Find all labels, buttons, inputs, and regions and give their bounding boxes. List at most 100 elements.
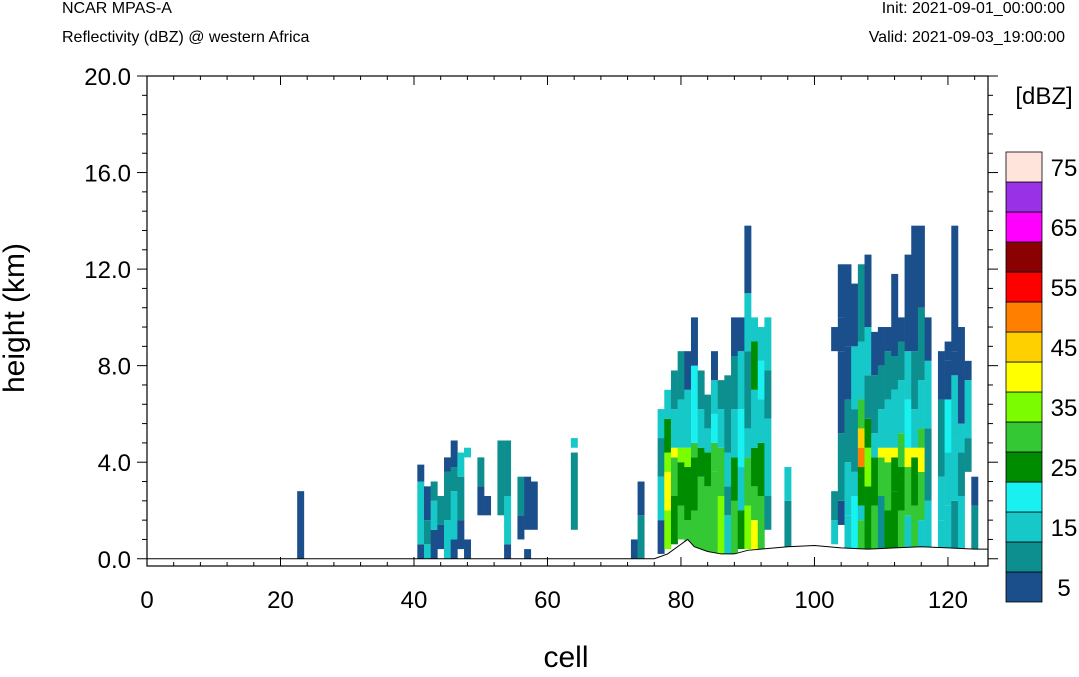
reflectivity-cell [484,496,492,516]
reflectivity-cell [757,360,765,400]
reflectivity-cell [657,520,665,554]
y-axis: 0.0 4.0 8.0 12.0 16.0 20.0 [84,64,998,574]
reflectivity-cell [751,317,759,342]
x-tick-label: 40 [401,587,428,614]
reflectivity-cell [704,394,712,429]
reflectivity-cell [857,399,865,429]
reflectivity-cell [677,447,685,463]
reflectivity-cell [684,389,692,448]
reflectivity-cell [704,452,712,487]
reflectivity-cell [964,438,972,472]
reflectivity-cell [844,462,852,516]
colorbar-label: 65 [1051,215,1078,242]
reflectivity-cell [497,440,505,516]
reflectivity-cell [864,447,872,487]
reflectivity-cell [524,476,532,530]
valid-time: Valid: 2021-09-03_19:00:00 [868,29,1065,46]
colorbar-swatch [1005,301,1043,333]
y-tick-label: 0.0 [98,547,131,574]
colorbar-swatch [1005,511,1043,543]
x-axis-label: cell [543,641,588,674]
reflectivity-cell [717,496,725,554]
reflectivity-cell [664,389,672,419]
reflectivity-cell [917,471,925,521]
reflectivity-cell [684,467,692,521]
plot-border [146,75,989,567]
reflectivity-cell [884,327,892,352]
colorbar-swatch [1005,331,1043,363]
reflectivity-cell [450,467,458,492]
reflectivity-cell [424,544,431,559]
reflectivity-cell [457,476,465,521]
reflectivity-cell [857,505,865,521]
reflectivity-cell [517,515,525,540]
reflectivity-cell [731,356,738,410]
reflectivity-cell [904,254,912,352]
reflectivity-cell [944,505,952,550]
y-axis-label: height (km) [0,243,31,393]
reflectivity-cell [851,409,859,472]
reflectivity-cell [711,413,718,443]
reflectivity-cell [924,317,932,361]
reflectivity-cell [871,331,879,376]
y-tick-label: 16.0 [84,161,131,188]
init-time: Init: 2021-09-01_00:00:00 [881,0,1065,17]
reflectivity-cell [784,467,792,501]
reflectivity-cell [717,380,725,410]
reflectivity-cell [677,505,685,540]
reflectivity-cell [670,447,678,458]
reflectivity-cell [951,500,959,550]
reflectivity-cell [917,447,925,472]
reflectivity-cell [897,380,905,434]
reflectivity-cell [477,486,485,516]
reflectivity-cell [570,452,578,530]
reflectivity-cell [911,505,919,550]
reflectivity-cell [530,481,538,530]
reflectivity-cell [684,447,692,468]
reflectivity-cell [891,356,899,390]
reflectivity-cell [444,520,451,559]
reflectivity-cell [424,520,431,545]
reflectivity-cell [851,283,859,347]
reflectivity-cell [844,515,852,550]
y-tick-label: 4.0 [98,450,131,477]
reflectivity-cell [637,515,645,559]
colorbar-swatch [1005,571,1043,603]
colorbar-swatch [1005,271,1043,303]
reflectivity-cell [477,457,485,487]
reflectivity-cell [891,491,899,550]
reflectivity-cell [744,351,752,429]
reflectivity-cell [884,399,892,448]
reflectivity-cell [297,491,305,559]
reflectivity-cell [864,418,872,448]
reflectivity-cell [891,389,899,448]
reflectivity-cell [837,500,845,525]
reflectivity-cell [457,520,465,550]
reflectivity-cell [904,351,912,400]
reflectivity-cell [857,264,865,342]
colorbar-swatch [1005,151,1043,183]
reflectivity-cell [897,467,905,511]
reflectivity-cell [670,370,678,410]
reflectivity-cell [837,433,845,501]
reflectivity-cell [831,491,839,521]
reflectivity-cell [690,365,698,443]
reflectivity-cell [664,471,672,511]
colorbar: 5 15 25 35 45 55 65 75 [1005,151,1078,603]
reflectivity-cell [917,307,925,381]
colorbar-swatch [1005,421,1043,453]
reflectivity-cell [464,447,472,458]
model-name: NCAR MPAS-A [62,0,172,17]
x-tick-label: 20 [267,587,294,614]
x-tick-label: 60 [534,587,561,614]
colorbar-label: 25 [1051,455,1078,482]
reflectivity-cell [664,418,672,453]
reflectivity-cell [857,341,865,400]
x-tick-label: 0 [140,587,153,614]
reflectivity-cell [717,409,725,448]
reflectivity-cell [917,380,925,429]
reflectivity-cell [964,360,972,381]
reflectivity-cell [877,457,885,496]
reflectivity-cell [871,505,879,550]
reflectivity-cell [937,399,945,477]
